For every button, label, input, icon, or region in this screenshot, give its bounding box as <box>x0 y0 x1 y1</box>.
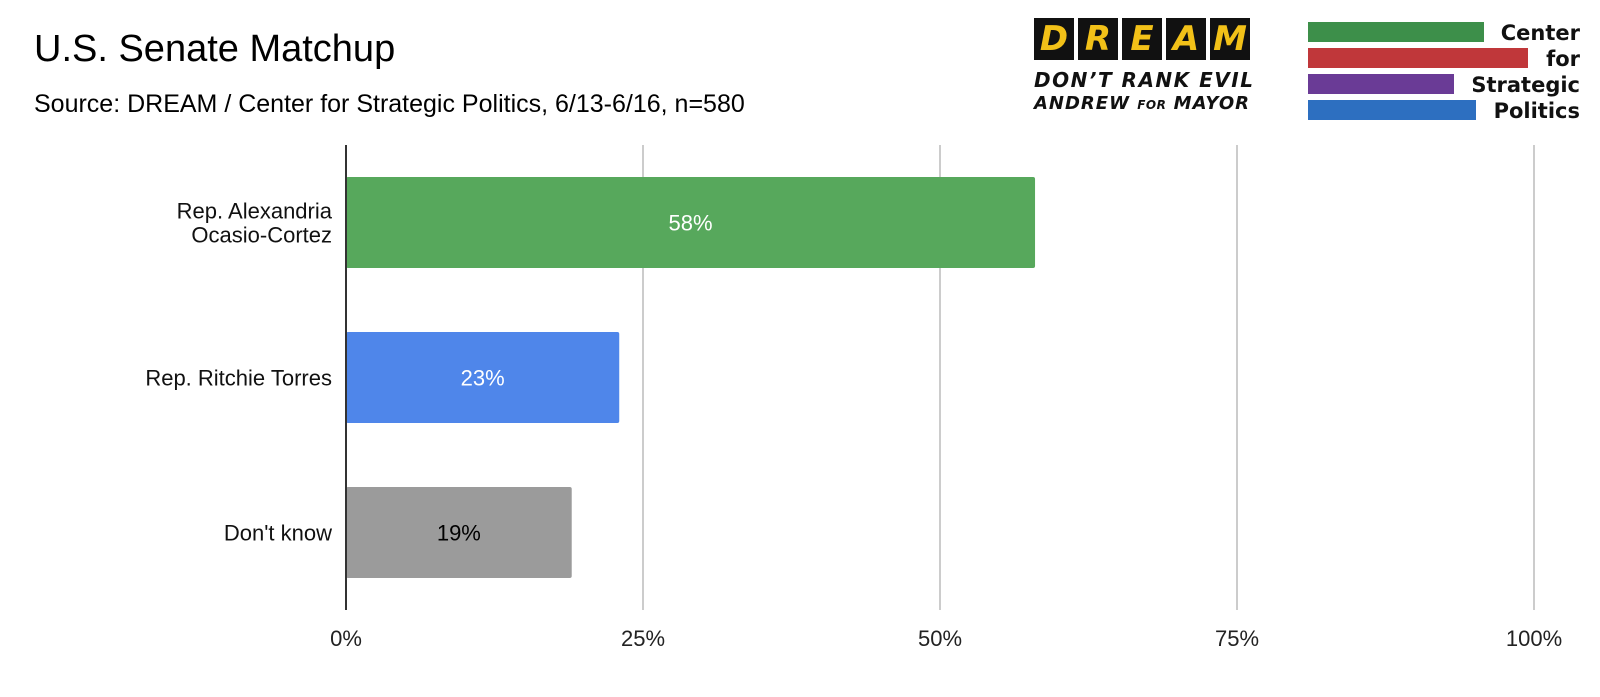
x-tick-label: 75% <box>1215 626 1259 651</box>
dream-tagline-line1: DON’T RANK EVIL <box>1034 68 1255 92</box>
dream-letter: A <box>1166 18 1206 60</box>
x-tick-label: 100% <box>1506 626 1562 651</box>
x-tick-label: 25% <box>621 626 665 651</box>
csp-row-for: for <box>1308 46 1580 72</box>
dream-tagline-mayor: MAYOR <box>1173 93 1250 114</box>
dream-letter: D <box>1034 18 1074 60</box>
csp-row-politics: Politics <box>1308 98 1580 124</box>
csp-bar-for <box>1308 48 1528 68</box>
dream-letter: M <box>1210 18 1250 60</box>
chart-title: U.S. Senate Matchup <box>34 28 396 70</box>
category-label: Rep. Alexandria <box>177 199 333 224</box>
csp-word-center: Center <box>1500 21 1580 45</box>
dream-letter: E <box>1122 18 1162 60</box>
bar-value-label: 19% <box>437 521 481 546</box>
csp-row-strategic: Strategic <box>1308 72 1580 98</box>
csp-word-strategic: Strategic <box>1471 73 1580 97</box>
category-label: Rep. Ritchie Torres <box>145 366 332 391</box>
category-label: Ocasio-Cortez <box>191 223 332 248</box>
x-tick-label: 0% <box>330 626 362 651</box>
csp-word-politics: Politics <box>1493 99 1580 123</box>
bar-value-label: 58% <box>668 211 712 236</box>
bar <box>346 332 620 423</box>
csp-bar-center <box>1308 22 1484 42</box>
csp-logo: Center for Strategic Politics <box>1308 20 1580 124</box>
bar <box>346 177 1036 268</box>
csp-bar-strategic <box>1308 74 1454 94</box>
dream-wordmark: D R E A M <box>1034 18 1274 60</box>
csp-row-center: Center <box>1308 20 1580 46</box>
dream-letter: R <box>1078 18 1118 60</box>
dream-tagline-for: FOR <box>1137 98 1167 112</box>
category-label: Don't know <box>224 521 332 546</box>
csp-bar-politics <box>1308 100 1476 120</box>
csp-word-for: for <box>1546 47 1580 71</box>
x-tick-label: 50% <box>918 626 962 651</box>
dream-tagline-andrew: ANDREW <box>1034 93 1130 114</box>
dream-tagline-line2: ANDREW FOR MAYOR <box>1034 93 1274 116</box>
dream-logo: D R E A M DON’T RANK EVIL ANDREW FOR MAY… <box>1034 18 1274 128</box>
chart-subtitle: Source: DREAM / Center for Strategic Pol… <box>34 90 745 118</box>
bar <box>346 487 572 578</box>
bar-value-label: 23% <box>461 366 505 391</box>
